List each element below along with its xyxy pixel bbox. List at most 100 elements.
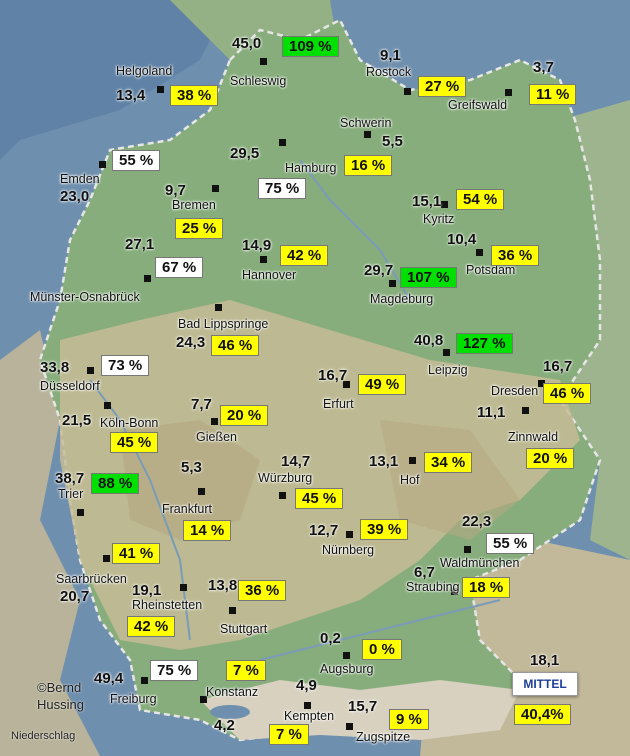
station-percent-badge: 18 %: [462, 577, 511, 598]
station-value: 7,7: [191, 396, 212, 413]
credit-line1: ©Bernd: [37, 680, 82, 695]
station-name: Köln-Bonn: [100, 416, 159, 430]
station-percent-badge: 14 %: [183, 520, 232, 541]
station-name: Rheinstetten: [132, 598, 203, 612]
station-name: Düsseldorf: [40, 379, 100, 393]
station-marker: [346, 723, 353, 730]
station-name: Bremen: [172, 198, 216, 212]
station-name: Würzburg: [258, 471, 313, 485]
station-marker: [279, 139, 286, 146]
station-marker: [343, 652, 350, 659]
station-value: 29,5: [230, 145, 260, 162]
station-name: Nürnberg: [322, 543, 375, 557]
station-marker: [304, 702, 311, 709]
station-marker: [144, 275, 151, 282]
station-percent-badge: 46 %: [211, 335, 260, 356]
station-marker: [229, 607, 236, 614]
station-value: 4,2: [214, 717, 235, 734]
station-name: Leipzig: [428, 363, 468, 377]
station-value: 49,4: [94, 670, 124, 687]
station-percent-badge: 42 %: [127, 616, 176, 637]
station-value: 3,7: [533, 59, 554, 76]
station-marker: [157, 86, 164, 93]
station-percent-badge: 20 %: [220, 405, 269, 426]
station-marker: [99, 161, 106, 168]
station-marker: [212, 185, 219, 192]
station-name: Hof: [400, 473, 420, 487]
station-marker: [522, 407, 529, 414]
station-marker: [389, 280, 396, 287]
mittel-value: 40,4%: [514, 704, 571, 725]
station-percent-badge: 127 %: [456, 333, 513, 354]
station-value: 14,7: [281, 453, 311, 470]
mittel-mm-value: 18,1: [530, 652, 560, 669]
station-value: 16,7: [543, 358, 573, 375]
station-marker: [260, 256, 267, 263]
station-name: Waldmünchen: [440, 556, 520, 570]
station-name: Frankfurt: [162, 502, 213, 516]
station-value: 16,7: [318, 367, 348, 384]
parameter-label: Niederschlag: [11, 730, 76, 742]
station-name: Zinnwald: [508, 430, 559, 444]
station-marker: [451, 588, 458, 595]
station-percent-badge: 45 %: [295, 488, 344, 509]
station-percent-badge: 109 %: [282, 36, 339, 57]
station-marker: [464, 546, 471, 553]
station-marker: [211, 418, 218, 425]
station-marker: [364, 131, 371, 138]
station-value: 13,1: [369, 453, 399, 470]
mittel-badge: MITTEL: [512, 672, 578, 696]
station-percent-badge: 45 %: [110, 432, 159, 453]
station-percent-badge: 7 %: [269, 724, 309, 745]
station-percent-badge: 75 %: [258, 178, 307, 199]
station-percent-badge: 88 %: [91, 473, 140, 494]
station-name: Rostock: [366, 65, 412, 79]
station-percent-badge: 67 %: [155, 257, 204, 278]
station-marker: [476, 249, 483, 256]
station-percent-badge: 25 %: [175, 218, 224, 239]
station-name: Emden: [60, 172, 100, 186]
station-name: Konstanz: [206, 685, 259, 699]
station-marker: [87, 367, 94, 374]
station-percent-badge: 49 %: [358, 374, 407, 395]
station-percent-badge: 107 %: [400, 267, 457, 288]
station-name: Helgoland: [116, 64, 173, 78]
station-percent-badge: 39 %: [360, 519, 409, 540]
station-value: 22,3: [462, 513, 492, 530]
station-marker: [505, 89, 512, 96]
station-marker: [346, 531, 353, 538]
station-value: 38,7: [55, 470, 85, 487]
station-value: 9,1: [380, 47, 401, 64]
station-name: Bad Lippspringe: [178, 317, 269, 331]
station-name: Hamburg: [285, 161, 337, 175]
station-value: 13,8: [208, 577, 238, 594]
station-value: 11,1: [477, 404, 506, 421]
station-name: Dresden: [491, 384, 539, 398]
station-marker: [404, 88, 411, 95]
station-value: 40,8: [414, 332, 444, 349]
station-name: Trier: [58, 487, 84, 501]
station-marker: [180, 584, 187, 591]
station-name: Magdeburg: [370, 292, 434, 306]
station-marker: [409, 457, 416, 464]
station-value: 23,0: [60, 188, 90, 205]
station-percent-badge: 11 %: [529, 84, 577, 105]
station-marker: [260, 58, 267, 65]
station-percent-badge: 16 %: [344, 155, 393, 176]
station-marker: [198, 488, 205, 495]
station-name: Hannover: [242, 268, 297, 282]
station-value: 12,7: [309, 522, 339, 539]
station-value: 9,7: [165, 182, 186, 199]
station-marker: [103, 555, 110, 562]
station-value: 19,1: [132, 582, 162, 599]
station-value: 33,8: [40, 359, 70, 376]
station-value: 4,9: [296, 677, 317, 694]
station-percent-badge: 41 %: [112, 543, 161, 564]
station-name: Zugspitze: [356, 730, 411, 744]
station-percent-badge: 34 %: [424, 452, 473, 473]
station-value: 45,0: [232, 35, 262, 52]
station-name: Erfurt: [323, 397, 354, 411]
station-marker: [77, 509, 84, 516]
station-value: 5,5: [382, 133, 403, 150]
station-value: 14,9: [242, 237, 272, 254]
